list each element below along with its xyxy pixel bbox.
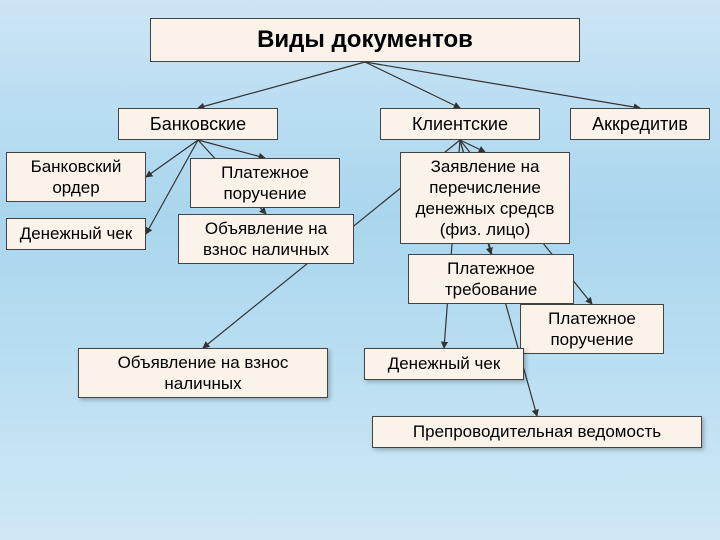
connectors-layer <box>0 0 720 540</box>
node-klient: Клиентские <box>380 108 540 140</box>
node-obyav2: Объявление на взнос наличных <box>78 348 328 398</box>
node-platpor2: Платежное поручение <box>520 304 664 354</box>
node-order: Банковский ордер <box>6 152 146 202</box>
node-dcheck: Денежный чек <box>6 218 146 250</box>
node-plattreb: Платежное требование <box>408 254 574 304</box>
node-bankovskie: Банковские <box>118 108 278 140</box>
node-preprov: Препроводительная ведомость <box>372 416 702 448</box>
node-zayav: Заявление на перечисление денежных средс… <box>400 152 570 244</box>
node-obyav: Объявление на взнос наличных <box>178 214 354 264</box>
node-dcheck2: Денежный чек <box>364 348 524 380</box>
node-akkred: Аккредитив <box>570 108 710 140</box>
node-title: Виды документов <box>150 18 580 62</box>
node-platpor: Платежное поручение <box>190 158 340 208</box>
